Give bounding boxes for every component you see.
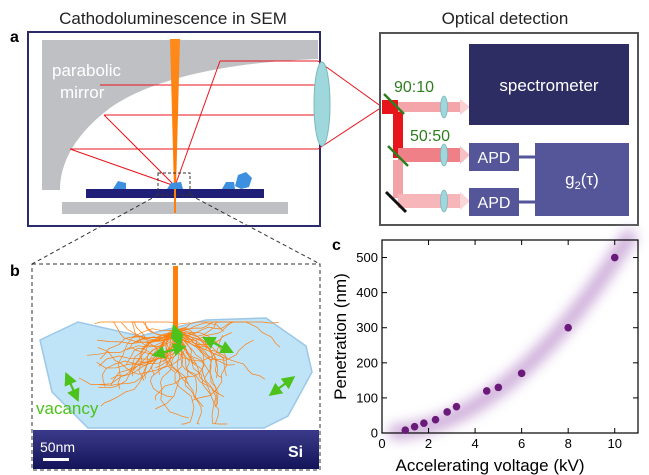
correlator-sub: 2 [575, 180, 581, 192]
fold-mirror [384, 190, 408, 214]
x-axis-label: Accelerating voltage (kV) [396, 456, 585, 475]
electron-trajectory [174, 329, 235, 366]
apd-bottom-label: APD [478, 195, 511, 212]
electron-trajectory [174, 329, 266, 380]
correlator-arg: (τ) [581, 170, 599, 189]
spectrometer-label: spectrometer [499, 76, 599, 95]
electron-trajectory [112, 321, 176, 344]
electron-trajectory [87, 329, 176, 356]
data-point [431, 415, 440, 424]
y-tick-label: 500 [356, 250, 378, 265]
electron-trajectory [165, 329, 199, 402]
data-point [517, 369, 526, 378]
electron-trajectory [174, 329, 219, 408]
electron-beam [170, 39, 180, 188]
x-tick-label: 2 [425, 436, 432, 451]
y-axis-label: Penetration (nm) [331, 273, 350, 400]
spectrometer-box [469, 44, 629, 125]
data-point [494, 383, 503, 392]
data-point [410, 422, 419, 431]
y-tick-label: 100 [356, 390, 378, 405]
collection-lens [313, 61, 331, 147]
scale-bar-label: 50nm [40, 439, 75, 455]
nanocrystals [113, 172, 252, 189]
si-substrate [33, 430, 319, 469]
beam-splitters [383, 93, 409, 167]
emitted-light-rays [69, 60, 383, 187]
splitter2-ratio: 50:50 [410, 128, 450, 145]
incident-beam [173, 266, 178, 330]
vacancy-label: vacancy [36, 399, 99, 418]
beam-splitter-50-50 [387, 145, 409, 167]
y-tick-label: 0 [371, 426, 378, 441]
mirror-label-line2: mirror [60, 83, 105, 102]
title-left: Cathodoluminescence in SEM [59, 9, 287, 28]
apd-top-label: APD [478, 150, 511, 167]
electron-trajectory [174, 329, 228, 401]
electron-trajectory [110, 329, 176, 380]
panel-letter-b: b [10, 263, 20, 280]
y-tick-label: 200 [356, 355, 378, 370]
data-point [452, 402, 461, 411]
mirror-label-line1: parabolic [52, 61, 121, 80]
apd-top-box [469, 143, 519, 171]
zoom-guide-lines [31, 194, 321, 265]
detection-lenses [440, 95, 448, 213]
y-tick-label: 400 [356, 285, 378, 300]
electron-trajectory [110, 329, 176, 386]
panel-letter-a: a [10, 29, 19, 46]
x-tick-label: 0 [378, 436, 385, 451]
electron-trajectory [117, 328, 176, 390]
data-point [420, 419, 428, 427]
data-point [564, 323, 572, 332]
correlator-g: g [565, 170, 574, 189]
electron-trajectory [154, 329, 205, 401]
data-point [610, 253, 619, 262]
data-point [401, 426, 410, 434]
correlator-label: g2(τ) [565, 170, 599, 192]
electron-trajectory [102, 329, 176, 387]
plot-frame [381, 239, 639, 434]
electron-trajectory [174, 321, 235, 332]
panel-letter-c: c [332, 237, 341, 254]
x-tick-label: 10 [607, 436, 621, 451]
vacancy-arrows [64, 323, 296, 403]
scale-bar [43, 458, 69, 461]
electron-trajectory [130, 321, 176, 347]
beam-splitter-90-10 [383, 93, 405, 115]
x-tick-label: 8 [565, 436, 572, 451]
electron-trajectory [97, 329, 176, 344]
electron-trajectory [174, 322, 225, 332]
substrate-label: Si [288, 444, 303, 461]
data-point [482, 387, 491, 395]
title-right: Optical detection [442, 9, 569, 28]
correlator-box [535, 143, 629, 216]
x-tick-label: 6 [518, 436, 525, 451]
zoom-region [157, 172, 191, 196]
x-tick-label: 4 [471, 436, 478, 451]
electron-trajectory [98, 329, 176, 386]
apd-connectors [519, 155, 535, 204]
trend-halo [388, 229, 637, 441]
apd-bottom-box [469, 188, 519, 216]
y-tick-label: 300 [356, 320, 378, 335]
electron-trajectory [174, 321, 279, 336]
data-point [443, 408, 451, 416]
beam-through-stage [174, 189, 176, 213]
splitter1-ratio: 90:10 [394, 79, 434, 96]
parabolic-mirror [42, 40, 318, 190]
